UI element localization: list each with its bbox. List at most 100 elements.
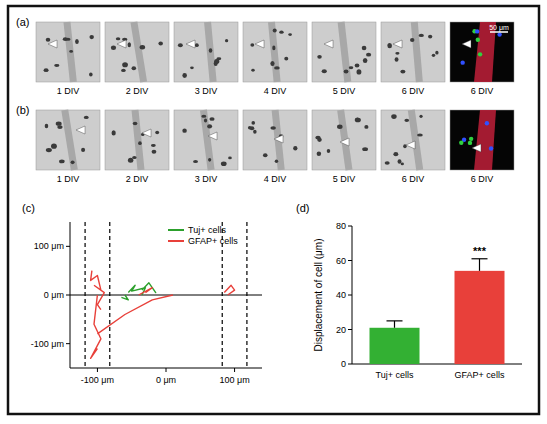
arrowhead xyxy=(406,141,415,149)
plot-area xyxy=(370,259,505,364)
cell xyxy=(155,131,159,134)
arrowhead xyxy=(208,132,217,140)
cell xyxy=(208,158,211,162)
cell xyxy=(401,163,404,166)
fluorescent-cell xyxy=(497,32,501,36)
y-tick-label: -100 μm xyxy=(31,339,64,349)
cell xyxy=(364,125,368,129)
micrograph-frame xyxy=(36,110,100,170)
micrograph-frame xyxy=(105,110,169,170)
micrograph xyxy=(243,22,307,82)
cell xyxy=(400,70,405,74)
cell xyxy=(355,64,360,68)
cell xyxy=(355,118,361,123)
micrograph-frame xyxy=(450,22,514,82)
micrograph-frame xyxy=(174,110,238,170)
cell xyxy=(417,134,423,137)
cell xyxy=(63,37,68,41)
y-tick-label: 20 xyxy=(336,325,346,335)
cell xyxy=(89,35,93,39)
cell xyxy=(387,43,392,48)
cell xyxy=(317,138,322,142)
y-tick-label: 60 xyxy=(336,256,346,266)
cell xyxy=(275,159,278,163)
micrograph-frame xyxy=(450,110,514,170)
y-tick xyxy=(66,246,70,247)
arrowhead xyxy=(324,40,333,48)
frame-label: 1 DIV xyxy=(57,86,80,96)
panel-label: (b) xyxy=(16,104,29,116)
panel-label: (d) xyxy=(296,202,309,214)
frame-label: 2 DIV xyxy=(126,174,149,184)
frame-label: 4 DIV xyxy=(264,86,287,96)
background xyxy=(0,0,547,424)
scale-bar xyxy=(490,31,508,33)
cell xyxy=(121,69,126,72)
cell xyxy=(419,115,422,118)
cell xyxy=(395,52,399,55)
y-tick-label: 80 xyxy=(336,221,346,231)
y-tick-label: 0 xyxy=(341,359,346,369)
track xyxy=(341,110,349,170)
cell xyxy=(128,42,131,47)
zero-line xyxy=(70,295,262,296)
micrograph xyxy=(381,22,445,82)
cell xyxy=(221,161,227,166)
cell xyxy=(140,45,145,49)
fluorescent-cell xyxy=(468,141,472,145)
cell xyxy=(132,66,137,70)
track xyxy=(65,110,75,170)
cell xyxy=(71,160,75,164)
micrograph xyxy=(174,110,238,170)
frame-label: 5 DIV xyxy=(333,174,356,184)
micrograph xyxy=(36,22,100,82)
fluorescent-cell xyxy=(478,52,482,56)
cell xyxy=(363,58,368,63)
cell xyxy=(279,31,283,34)
frame-label: 5 DIV xyxy=(333,86,356,96)
micrograph-frame xyxy=(174,22,238,82)
legend-label: GFAP+ cells xyxy=(188,236,238,246)
micrograph-frame xyxy=(243,110,307,170)
panel-label: (a) xyxy=(16,16,29,28)
cell xyxy=(317,55,322,59)
cell xyxy=(116,37,121,40)
micrograph xyxy=(450,22,514,82)
cell xyxy=(263,153,268,157)
cell xyxy=(132,156,137,159)
cell xyxy=(151,144,156,147)
cell xyxy=(385,161,390,164)
cell xyxy=(366,53,371,57)
x-tick-label: -100 μm xyxy=(81,375,114,385)
cell xyxy=(81,148,85,152)
cell xyxy=(51,144,57,149)
arrowhead xyxy=(186,40,195,48)
cell xyxy=(404,119,409,122)
track xyxy=(134,22,144,82)
y-tick xyxy=(348,295,352,296)
x-tick-label: 0 μm xyxy=(156,375,176,385)
cell xyxy=(207,124,212,128)
x-tick xyxy=(97,368,98,372)
fluorescent-cell xyxy=(485,121,489,125)
cell xyxy=(46,148,52,152)
fluorescent-cell xyxy=(475,29,479,33)
micrograph-frame xyxy=(312,22,376,82)
cell xyxy=(284,57,288,61)
micrograph xyxy=(450,110,514,170)
cell xyxy=(46,38,51,42)
frame-label: 3 DIV xyxy=(195,174,218,184)
boundary-line xyxy=(246,222,247,368)
cell xyxy=(410,38,414,42)
y-tick xyxy=(348,364,352,365)
cell xyxy=(270,61,274,66)
cell xyxy=(362,147,368,151)
cell xyxy=(204,118,207,122)
track xyxy=(341,22,348,82)
cell xyxy=(251,121,255,125)
cell xyxy=(182,73,187,78)
legend-swatch xyxy=(168,229,184,231)
micrograph-frame xyxy=(312,110,376,170)
cell xyxy=(89,73,93,77)
micrograph xyxy=(36,110,100,170)
